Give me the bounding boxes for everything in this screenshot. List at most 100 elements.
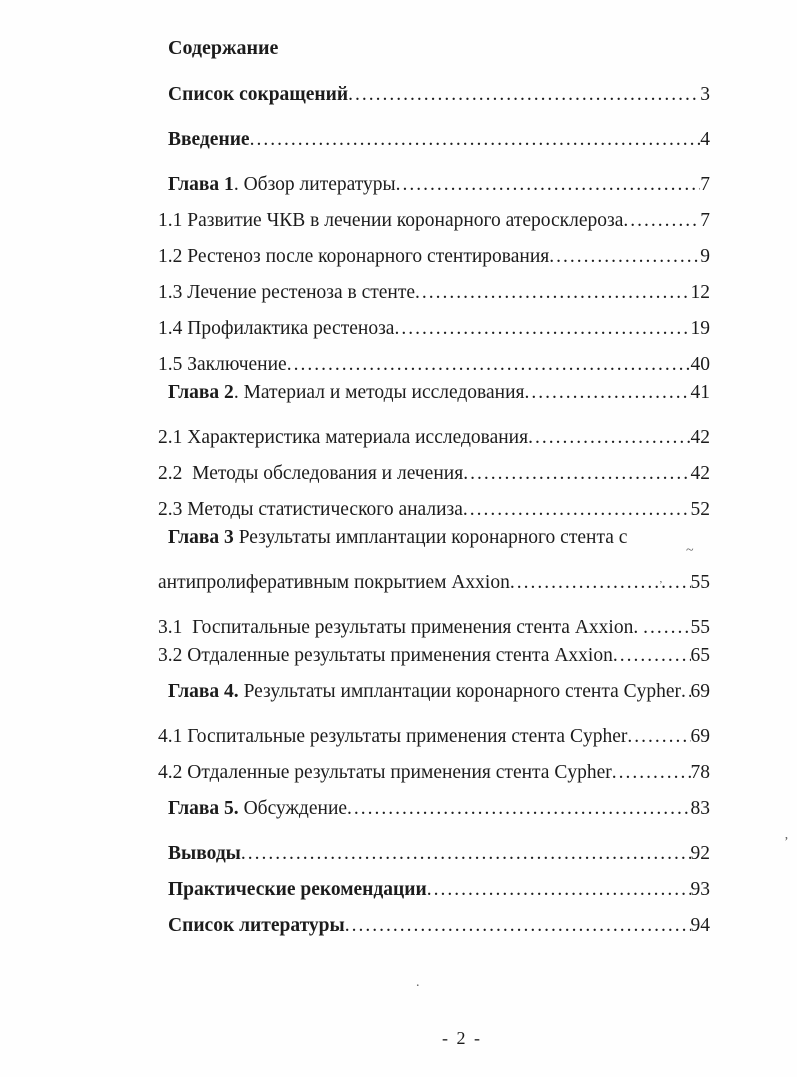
toc-page-number: 7: [700, 174, 710, 195]
toc-entry: 1.1 Развитие ЧКВ в лечении коронарного а…: [158, 209, 710, 233]
toc-entry-bold-label: Практические рекомендации: [168, 879, 427, 900]
toc-entry-bold-label: Глава 3: [168, 527, 234, 548]
toc-entry: Глава 1. Обзор литературы ..............…: [168, 173, 710, 197]
toc-entry-regular-label: 1.2 Рестеноз после коронарного стентиров…: [158, 246, 550, 267]
toc-page-number: 42: [690, 463, 711, 484]
toc-entry: 2.3 Методы статистического анализа .....…: [158, 498, 710, 522]
toc-leader-dots: ........................................…: [611, 762, 691, 783]
toc-entry-regular-label: 3.2 Отдаленные результаты применения сте…: [158, 645, 613, 666]
toc-leader-dots: ........................................…: [627, 726, 691, 747]
scan-artifact: ’: [784, 835, 789, 850]
toc-page-number: 12: [690, 282, 711, 303]
toc-entry: Практические рекомендации ..............…: [168, 878, 710, 902]
toc-entry-regular-label: 1.4 Профилактика рестеноза: [158, 318, 395, 339]
toc-entry: Введение ...............................…: [168, 128, 710, 152]
toc-page-number: 9: [700, 246, 710, 267]
toc-page-number: 42: [690, 427, 711, 448]
toc-entry-label: 1.4 Профилактика рестеноза: [158, 317, 394, 341]
toc-entry-label: Глава 4. Результаты имплантации коронарн…: [168, 680, 681, 704]
toc-entry-label: 2.1 Характеристика материала исследовани…: [158, 426, 528, 450]
toc-page-number: 52: [690, 499, 711, 520]
toc-entry-label: 3.1 Госпитальные результаты применения с…: [158, 616, 643, 640]
toc-entry-bold-label: Введение: [168, 129, 250, 150]
toc-entry-regular-label: Результаты имплантации коронарного стент…: [233, 527, 628, 548]
toc-entry-regular-label: 1.3 Лечение рестеноза в стенте: [158, 282, 416, 303]
toc-entry-regular-label: 1.5 Заключение: [158, 354, 287, 375]
toc-entry-label: 4.2 Отдаленные результаты применения сте…: [158, 761, 612, 785]
toc-page-number: 3: [700, 84, 710, 105]
toc-page-number: 19: [690, 318, 711, 339]
toc-page-number: 55: [690, 572, 711, 593]
toc-entry: Список сокращений ......................…: [168, 83, 710, 107]
toc-entry-regular-label: 4.2 Отдаленные результаты применения сте…: [158, 762, 612, 783]
toc-leader-dots: ........................................…: [549, 246, 701, 267]
toc-entry-regular-label: 2.3 Методы статистического анализа: [158, 499, 463, 520]
toc-leader-dots: ........................................…: [347, 798, 691, 819]
toc-entry-label: Глава 5. Обсуждение: [168, 797, 347, 821]
toc-page-number: 78: [690, 762, 711, 783]
toc-leader-dots: ........................................…: [643, 617, 691, 638]
toc-entry-label: 1.2 Рестеноз после коронарного стентиров…: [158, 245, 549, 269]
scan-artifact: ʼ: [659, 579, 663, 591]
toc-entry-bold-label: Глава 1: [168, 174, 234, 195]
toc-entry-regular-label: . Материал и методы исследования: [233, 382, 525, 403]
toc-entry: Глава 5. Обсуждение ....................…: [168, 797, 710, 821]
toc-entry-label: Глава 3 Результаты имплантации коронарно…: [168, 526, 627, 550]
toc-page-number: 69: [690, 726, 711, 747]
toc-entry-label: Введение: [168, 128, 250, 152]
toc-leader-dots: ........................................…: [463, 463, 691, 484]
toc-entry-regular-label: 3.1 Госпитальные результаты применения с…: [158, 617, 644, 638]
toc-entry-label: 1.3 Лечение рестеноза в стенте: [158, 281, 415, 305]
toc-entry: 3.1 Госпитальные результаты применения с…: [158, 616, 710, 640]
toc-leader-dots: ........................................…: [415, 282, 691, 303]
scan-artifact: ~: [686, 543, 694, 558]
toc-leader-dots: ........................................…: [681, 681, 690, 702]
toc-page-number: 65: [690, 645, 711, 666]
toc-entry: Глава 4. Результаты имплантации коронарн…: [168, 680, 710, 704]
toc-entry: 1.3 Лечение рестеноза в стенте .........…: [158, 281, 710, 305]
toc-entry-regular-label: 1.1 Развитие ЧКВ в лечении коронарного а…: [158, 210, 624, 231]
toc-leader-dots: ........................................…: [348, 84, 700, 105]
toc-leader-dots: ........................................…: [509, 572, 691, 593]
toc-leader-dots: ........................................…: [249, 129, 701, 150]
toc-entry-label: Список сокращений: [168, 83, 348, 107]
toc-leader-dots: ........................................…: [426, 879, 691, 900]
toc-leader-dots: ........................................…: [612, 645, 691, 666]
toc-page-number: 92: [690, 843, 711, 864]
toc-leader-dots: ........................................…: [344, 915, 691, 936]
toc-entry-label: Практические рекомендации: [168, 878, 427, 902]
toc-entry-label: 2.2 Методы обследования и лечения: [158, 462, 463, 486]
toc-entry-label: Глава 1. Обзор литературы: [168, 173, 396, 197]
toc-entry: 1.2 Рестеноз после коронарного стентиров…: [158, 245, 710, 269]
toc-entry-label: Список литературы: [168, 914, 345, 938]
toc-entry: 3.2 Отдаленные результаты применения сте…: [158, 644, 710, 668]
toc-entry-bold-label: Выводы: [168, 843, 241, 864]
toc-entry-label: Глава 2. Материал и методы исследования: [168, 381, 525, 405]
toc-page-number: 7: [700, 210, 710, 231]
toc-entry-bold-label: Глава 2: [168, 382, 234, 403]
toc-entry-label: 3.2 Отдаленные результаты применения сте…: [158, 644, 613, 668]
toc-page-number: 41: [690, 382, 711, 403]
toc-entry: антипролиферативным покрытием Axxion ...…: [158, 571, 710, 595]
toc-leader-dots: ........................................…: [395, 174, 701, 195]
toc-entry-bold-label: Список сокращений: [168, 84, 349, 105]
toc-entry-regular-label: 4.1 Госпитальные результаты применения с…: [158, 726, 628, 747]
toc-entry: 1.5 Заключение .........................…: [158, 353, 710, 377]
toc-page-number: 93: [690, 879, 711, 900]
toc-entry-bold-label: Глава 5.: [168, 798, 239, 819]
toc-entry-regular-label: . Обзор литературы: [233, 174, 396, 195]
toc-page-number: 83: [690, 798, 711, 819]
toc-page-number: 40: [690, 354, 711, 375]
toc-entry-label: 4.1 Госпитальные результаты применения с…: [158, 725, 627, 749]
toc-entry: 2.1 Характеристика материала исследовани…: [158, 426, 710, 450]
toc-leader-dots: ........................................…: [286, 354, 691, 375]
toc-leader-dots: ........................................…: [528, 427, 690, 448]
toc-entry-bold-label: Глава 4.: [168, 681, 239, 702]
toc-entry: 2.2 Методы обследования и лечения ......…: [158, 462, 710, 486]
toc-page-number: 55: [690, 617, 711, 638]
toc-page-number: 94: [690, 915, 711, 936]
toc-entry-regular-label: 2.1 Характеристика материала исследовани…: [158, 427, 529, 448]
toc-entry: Глава 2. Материал и методы исследования …: [168, 381, 710, 405]
toc-entry: 4.2 Отдаленные результаты применения сте…: [158, 761, 710, 785]
